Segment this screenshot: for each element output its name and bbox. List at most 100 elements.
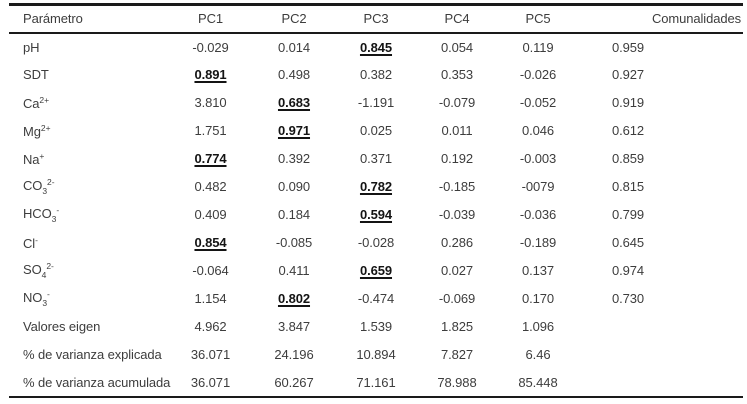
pc5-value: -0.003	[519, 151, 557, 166]
significant-loading-value: 0.891	[194, 67, 227, 82]
label-text: SO	[23, 262, 42, 277]
significant-loading-value: 0.683	[277, 95, 311, 110]
label-supscript: -	[47, 289, 50, 299]
pc5-value: 0.170	[521, 291, 555, 306]
label-subscript: 4	[41, 270, 47, 280]
pc1-value: 36.071	[190, 347, 231, 362]
pc2-value: 24.196	[274, 347, 314, 362]
comunalidades-value: 0.612	[612, 123, 645, 138]
significant-loading-value: 0.782	[359, 179, 393, 194]
label-text: % de varianza explicada	[23, 347, 162, 362]
pc4-value: 0.353	[440, 67, 474, 82]
pc1-value: 1.154	[194, 291, 227, 306]
label-supscript: -	[35, 234, 38, 245]
label-subscript: 3	[42, 298, 48, 308]
table-row: HCO3- 0.409 0.184 0.594 -0.039 -0.036 0.799	[9, 201, 743, 229]
significant-loading-value: 0.774	[194, 151, 227, 166]
pc4-value: 7.827	[440, 347, 474, 362]
comunalidades-value: 0.919	[612, 95, 645, 110]
row-label-parametro: NO3-	[9, 285, 168, 313]
label-supscript: 2-	[46, 261, 54, 271]
table-row: CO32- 0.482 0.090 0.782 -0.185 -0079 0.815	[9, 173, 743, 201]
pc1-value: 1.751	[194, 123, 227, 138]
column-header-parametro: Parámetro	[9, 4, 168, 34]
table-row: Mg2+ 1.751 0.971 0.025 0.011 0.046 0.612	[9, 117, 743, 145]
pc2-value: 0.392	[277, 151, 311, 166]
comunalidades-value: 0.859	[612, 151, 645, 166]
label-text: HCO	[23, 206, 52, 221]
pc3-value: 0.025	[359, 123, 393, 138]
pc2-value: 0.683	[253, 89, 335, 117]
pc3-value: 10.894	[356, 347, 396, 362]
row-label-parametro: Valores eigen	[9, 313, 168, 341]
pc3-value: 71.161	[356, 374, 396, 390]
pc2-value: 0.090	[277, 179, 311, 194]
table-row: Na+ 0.774 0.392 0.371 0.192 -0.003 0.859	[9, 145, 743, 173]
label-subscript: 3	[51, 214, 57, 224]
significant-loading-value: 0.802	[277, 291, 311, 306]
pc5-value: -0.189	[519, 235, 557, 250]
comunalidades-value: 0.959	[612, 39, 645, 55]
table-row: Cl- 0.854 -0.085 -0.028 0.286 -0.189 0.645	[9, 229, 743, 257]
row-label-parametro: Cl-	[9, 229, 168, 257]
pc1-value: 4.962	[194, 319, 227, 334]
significant-loading-value: 0.845	[359, 39, 393, 55]
table-row: NO3- 1.154 0.802 -0.474 -0.069 0.170 0.730	[9, 285, 743, 313]
table-row: SO42- -0.064 0.411 0.659 0.027 0.137 0.974	[9, 257, 743, 285]
label-text: NO	[23, 290, 43, 305]
pc2-value: 0.411	[278, 263, 310, 278]
pc4-value: -0.079	[438, 95, 476, 110]
pc5-value: -0.036	[519, 207, 557, 222]
column-header-pc2: PC2	[253, 4, 335, 34]
pc4-value: 0.192	[440, 151, 474, 166]
label-supscript: -	[56, 205, 60, 215]
row-label-parametro: HCO3-	[9, 201, 168, 229]
pc5-value: -0.026	[519, 67, 557, 82]
pc3-value: 0.371	[359, 151, 393, 166]
pc3-value: 0.659	[335, 257, 417, 285]
pc4-value: 0.054	[440, 39, 474, 55]
row-label-parametro: Ca2+	[9, 89, 168, 117]
pc2-value: 0.014	[277, 39, 311, 55]
column-header-pc1: PC1	[168, 4, 253, 34]
significant-loading-value: 0.659	[359, 263, 393, 278]
pc4-value: 0.286	[440, 235, 474, 250]
pc4-value: 0.011	[441, 123, 473, 138]
label-supscript: +	[39, 150, 45, 161]
pc2-value: 0.184	[277, 207, 311, 222]
pc5-value: -0079	[521, 179, 555, 194]
pca-table-container: Parámetro PC1 PC2 PC3 PC4 PC5 Comunalida…	[9, 3, 743, 398]
column-header-pc5: PC5	[497, 4, 579, 34]
significant-loading-value: 0.854	[194, 235, 227, 250]
pc5-value: 1.096	[521, 319, 555, 334]
pc1-value: 0.891	[168, 61, 253, 89]
pc4-value: 78.988	[437, 374, 477, 390]
comunalidades-value: 0.799	[612, 207, 645, 222]
column-header-pc4: PC4	[417, 4, 497, 34]
label-subscript: 3	[42, 186, 48, 196]
pc2-value: 0.971	[253, 117, 335, 145]
pc5-value: -0.052	[519, 95, 557, 110]
label-text: Mg	[23, 123, 41, 139]
label-supscript: 2+	[40, 122, 51, 133]
pc3-value: 0.845	[335, 33, 417, 61]
pc4-value: 0.027	[440, 263, 474, 278]
pc4-value: -0.069	[438, 291, 476, 306]
pc5-value: 85.448	[518, 374, 558, 390]
label-supscript: 2-	[47, 177, 55, 187]
pc4-value: 1.825	[440, 319, 474, 334]
pc5-value: 0.119	[522, 39, 554, 55]
pc2-value: -0.085	[275, 235, 313, 250]
pca-results-table: Parámetro PC1 PC2 PC3 PC4 PC5 Comunalida…	[9, 3, 743, 398]
table-row: Ca2+ 3.810 0.683 -1.191 -0.079 -0.052 0.919	[9, 89, 743, 117]
pc1-value: 0.409	[194, 207, 227, 222]
row-label-parametro: Mg2+	[9, 117, 168, 145]
pc1-value: 0.774	[168, 145, 253, 173]
pc2-value: 0.802	[253, 285, 335, 313]
pc3-value: -0.028	[357, 235, 395, 250]
pc2-value: 3.847	[277, 319, 311, 334]
row-label-parametro: SO42-	[9, 257, 168, 285]
comunalidades-value	[579, 369, 743, 397]
comunalidades-value: 0.645	[612, 235, 645, 250]
label-text: CO	[23, 178, 43, 193]
